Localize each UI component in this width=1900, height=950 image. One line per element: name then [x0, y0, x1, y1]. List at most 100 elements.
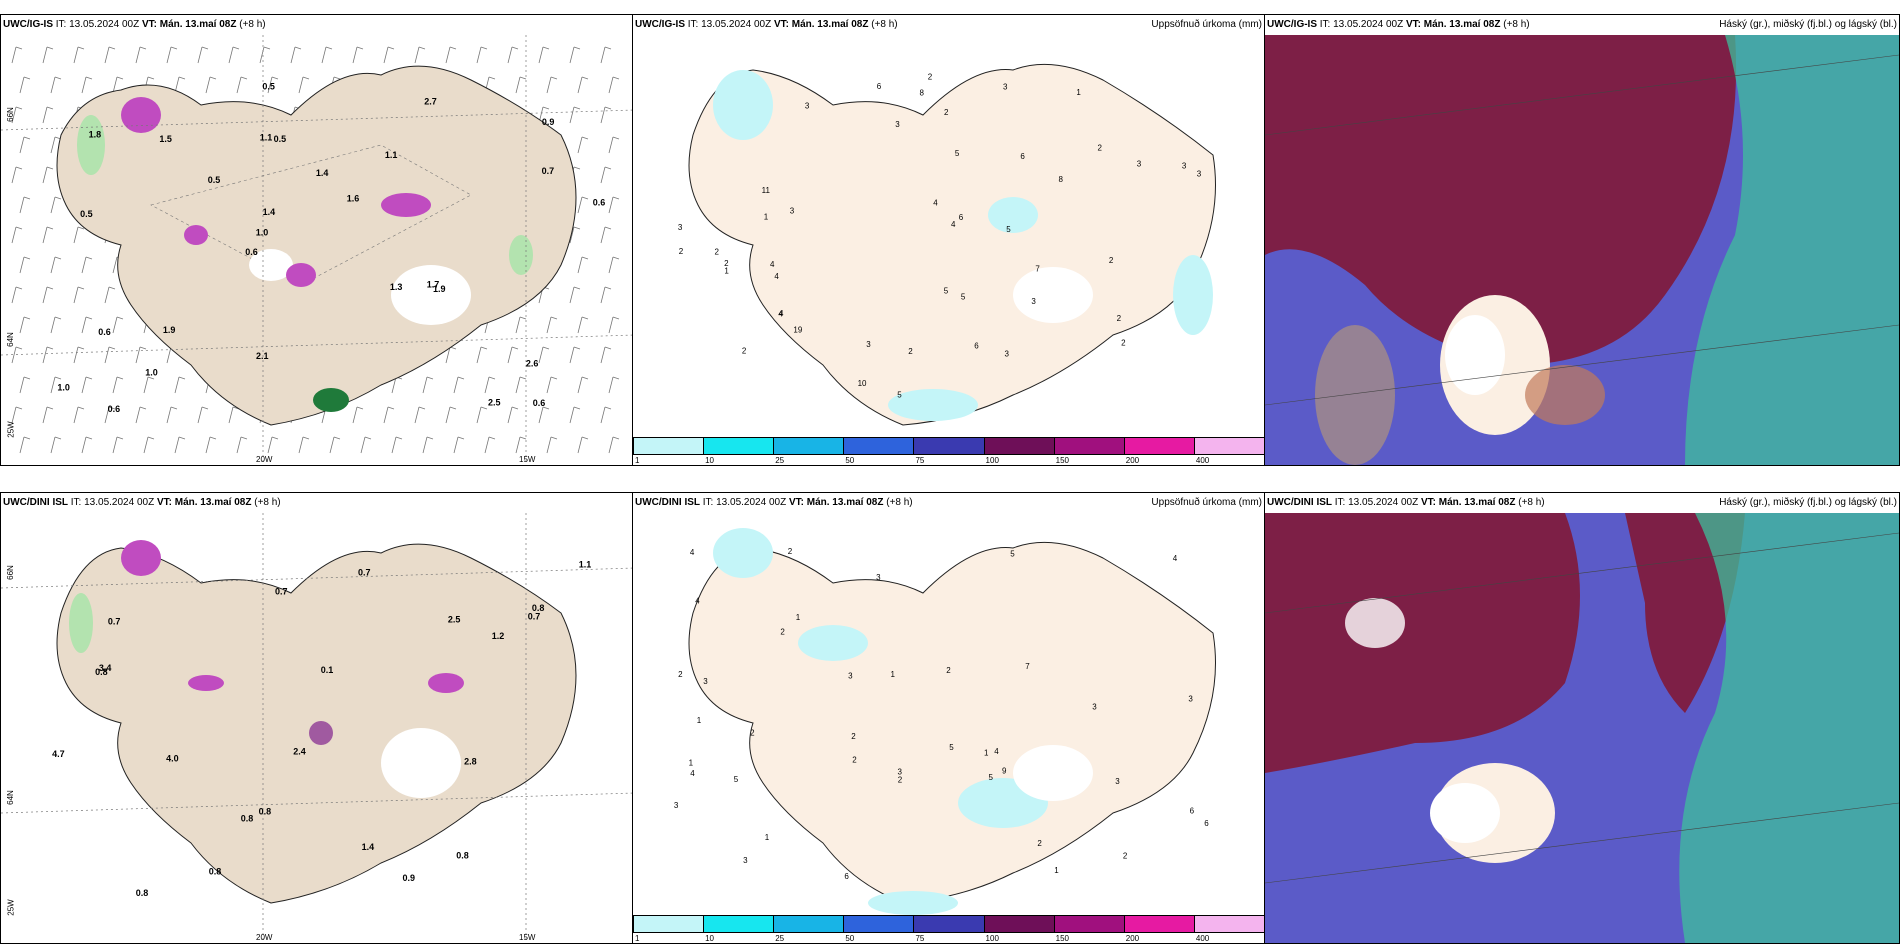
colorbar-tick-label: 50 — [845, 934, 855, 943]
wind-barb — [538, 406, 550, 424]
colorbar-tick-label: 100 — [985, 934, 999, 943]
precip-map-panel-top: UWC/IG-IS IT: 13.05.2024 00Z VT: Mán. 13… — [632, 14, 1265, 466]
precip-rate-label: 1.7 — [427, 280, 440, 290]
precip-rate-label: 1.0 — [256, 228, 269, 238]
precip-value-label: 2 — [750, 728, 755, 737]
precip-rate-label: 0.6 — [245, 247, 258, 257]
wind-barb — [298, 436, 310, 454]
precip-value-label: 3 — [1092, 703, 1097, 712]
precip-rate-label: 0.7 — [358, 567, 371, 577]
wind-barb — [515, 76, 527, 94]
wind-barb — [236, 436, 248, 454]
precip-value-label: 4 — [951, 220, 956, 229]
precip-value-label: 1 — [796, 613, 801, 622]
precip-rate-label: 0.6 — [593, 197, 606, 207]
precip-rate-label: 1.0 — [57, 382, 70, 392]
precip-value-label: 2 — [1117, 314, 1122, 323]
precip-rate-label: 0.7 — [108, 617, 121, 627]
precip-rate-label: 4.7 — [52, 749, 65, 759]
precip-value-label: 5 — [955, 149, 960, 158]
wind-barb — [11, 226, 23, 244]
wind-barb — [383, 46, 395, 64]
colorbar-swatch — [633, 437, 705, 455]
precip-value-label: 7 — [1035, 265, 1040, 274]
precip-rate-label: 0.6 — [98, 327, 111, 337]
wind-barb — [11, 106, 23, 124]
wind-barb — [236, 76, 248, 94]
precip-value-label: 5 — [897, 391, 902, 400]
wind-barb — [259, 46, 271, 64]
wind-barb — [174, 376, 186, 394]
wind-barb — [11, 406, 23, 424]
wind-barb — [515, 436, 527, 454]
colorbar-swatch — [913, 437, 985, 455]
precip-rate-label: 2.6 — [526, 359, 539, 369]
colorbar-tick-label: 100 — [985, 456, 999, 465]
wind-barb — [11, 286, 23, 304]
precip-rate-label: 0.8 — [241, 814, 254, 824]
wind-barb — [515, 316, 527, 334]
wind-barb — [484, 436, 496, 454]
precip-value-label: 6 — [877, 82, 882, 91]
precip-rate-label: 1.1 — [579, 559, 592, 569]
wind-barb — [19, 196, 31, 214]
wind-barb — [546, 76, 558, 94]
colorbar-swatch — [1123, 915, 1195, 933]
precip-map-panel-bottom: UWC/DINI ISL IT: 13.05.2024 00Z VT: Mán.… — [632, 492, 1265, 944]
wind-barb — [81, 76, 93, 94]
wind-barb — [414, 46, 426, 64]
wind-barb — [50, 76, 62, 94]
wind-barb — [608, 196, 620, 214]
precip-rate-label: 1.5 — [159, 134, 172, 144]
precip-value-label: 8 — [920, 88, 925, 97]
colorbar-swatch — [1193, 437, 1264, 455]
panel-header: UWC/DINI ISL IT: 13.05.2024 00Z VT: Mán.… — [1267, 497, 1545, 508]
precip-value-label: 3 — [678, 223, 683, 232]
precip-rate-label: 1.9 — [163, 325, 176, 335]
precip-value-label: 1 — [765, 833, 770, 842]
wind-barb — [600, 286, 612, 304]
precip-value-label: 4 — [1173, 554, 1178, 563]
panel-header: UWC/DINI ISL IT: 13.05.2024 00Z VT: Mán.… — [3, 497, 281, 508]
precip-rate-label: 2.5 — [488, 398, 501, 408]
precip-value-label: 3 — [1197, 170, 1202, 179]
precip-value-label: 4 — [933, 198, 938, 207]
wind-barb — [50, 376, 62, 394]
wind-barb — [515, 376, 527, 394]
precip-value-label: 7 — [1025, 662, 1030, 671]
precip-value-label: 1 — [697, 716, 702, 725]
wind-barb — [81, 436, 93, 454]
wind-barb — [73, 346, 85, 364]
precip-rate-label: 1.1 — [385, 150, 398, 160]
wind-barb — [19, 76, 31, 94]
wind-barb — [600, 346, 612, 364]
precip-value-label: 4 — [695, 596, 700, 605]
lon-label-15w: 15W — [519, 455, 536, 464]
wind-barb — [104, 46, 116, 64]
precip-value-label: 9 — [1002, 766, 1007, 775]
cloud-cover-map — [1265, 513, 1899, 943]
colorbar-swatch — [913, 915, 985, 933]
precip-colorbar: 1 10 25 50 75 100 150 200 400 — [633, 437, 1264, 465]
colorbar-tick-label: 400 — [1195, 934, 1210, 943]
wind-barb — [42, 106, 54, 124]
wind-barb — [112, 76, 124, 94]
precip-value-label: 2 — [1121, 338, 1126, 347]
precip-rate-label: 2.5 — [448, 614, 461, 624]
precip-value-label: 6 — [974, 341, 979, 350]
precip-value-label: 4 — [778, 310, 783, 319]
precip-rate-label: 0.8 — [259, 806, 272, 816]
wind-barb — [42, 286, 54, 304]
wind-barb — [600, 226, 612, 244]
precip-rate-label: 0.5 — [262, 82, 275, 92]
wind-barb — [205, 436, 217, 454]
cloud-map-panel-top: UWC/IG-IS IT: 13.05.2024 00Z VT: Mán. 13… — [1264, 14, 1900, 466]
precip-value-label: 2 — [946, 666, 951, 675]
wind-barb — [445, 406, 457, 424]
wind-barb — [112, 316, 124, 334]
wind-barb — [577, 196, 589, 214]
precip-value-label: 5 — [961, 293, 966, 302]
precip-rate-label: 0.8 — [95, 667, 108, 677]
wind-barb — [577, 76, 589, 94]
precip-value-label: 1 — [689, 758, 694, 767]
